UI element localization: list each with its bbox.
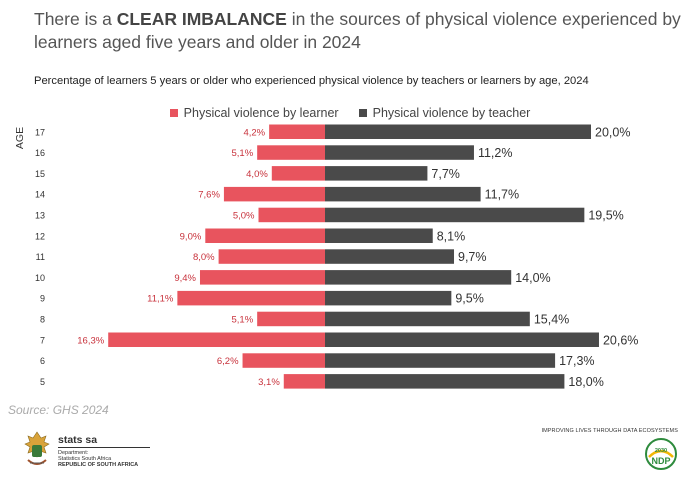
bar-teacher — [325, 270, 512, 285]
bar-teacher — [325, 353, 556, 368]
data-label-learner: 9,0% — [180, 231, 202, 242]
headline-emphasis: CLEAR IMBALANCE — [116, 9, 287, 29]
bar-teacher — [325, 145, 474, 160]
y-tick-label: 11 — [36, 252, 45, 262]
y-tick-label: 15 — [35, 169, 45, 179]
legend-label-learner: Physical violence by learner — [183, 106, 339, 120]
legend-item-teacher: Physical violence by teacher — [358, 105, 531, 121]
chart-plot: AGE 17 4,2% 20,0% 16 5,1% 11,2% 15 4,0% 7,7% 14 7,6… — [14, 124, 638, 389]
bar-teacher — [325, 332, 599, 347]
ndp-text: NDP — [651, 456, 670, 466]
coat-of-arms-icon — [24, 431, 50, 465]
ndp-logo-icon: 2030 NDP — [645, 438, 677, 470]
y-tick-label: 10 — [35, 273, 45, 283]
y-tick-label: 5 — [40, 377, 45, 387]
data-label-teacher: 20,6% — [603, 333, 638, 347]
bar-learner — [108, 332, 326, 347]
data-label-teacher: 7,7% — [431, 167, 460, 181]
data-label-learner: 6,2% — [217, 356, 239, 367]
bar-learner — [257, 311, 325, 327]
data-label-learner: 4,2% — [243, 127, 265, 138]
bar-learner — [258, 207, 325, 223]
y-tick-label: 7 — [40, 335, 45, 345]
data-label-learner: 9,4% — [174, 273, 196, 284]
data-label-teacher: 14,0% — [515, 271, 550, 285]
data-label-learner: 5,1% — [232, 148, 254, 159]
bar-learner — [223, 186, 325, 202]
data-label-teacher: 15,4% — [534, 312, 569, 326]
bar-learner — [269, 124, 325, 139]
data-label-learner: 5,0% — [233, 210, 255, 221]
page-headline: There is a CLEAR IMBALANCE in the source… — [34, 8, 684, 54]
data-label-teacher: 18,0% — [568, 375, 603, 389]
bar-teacher — [325, 166, 428, 181]
y-tick-label: 6 — [40, 356, 45, 366]
data-label-teacher: 11,2% — [478, 146, 513, 160]
data-label-learner: 4,0% — [246, 169, 268, 180]
data-label-teacher: 8,1% — [437, 229, 466, 243]
footer-tagline: IMPROVING LIVES THROUGH DATA ECOSYSTEMS — [541, 428, 678, 434]
data-label-learner: 5,1% — [232, 314, 254, 325]
headline-text-end: in the sources of physical violence expe… — [34, 9, 681, 52]
data-label-teacher: 9,5% — [455, 292, 484, 306]
data-label-teacher: 19,5% — [588, 208, 623, 222]
source-note: Source: GHS 2024 — [8, 403, 109, 417]
data-label-teacher: 9,7% — [458, 250, 487, 264]
chart-title: Percentage of learners 5 years or older … — [34, 75, 589, 87]
data-label-learner: 8,0% — [193, 252, 215, 263]
data-label-teacher: 17,3% — [559, 354, 594, 368]
legend-swatch-teacher — [358, 109, 367, 117]
data-label-learner: 16,3% — [77, 335, 104, 346]
y-tick-label: 9 — [40, 294, 45, 304]
bar-teacher — [325, 228, 433, 243]
legend-swatch-learner — [169, 109, 178, 117]
bar-teacher — [325, 249, 455, 264]
bar-teacher — [325, 311, 530, 327]
y-tick-label: 16 — [35, 148, 45, 158]
logo-republic: REPUBLIC OF SOUTH AFRICA — [58, 462, 139, 468]
data-label-learner: 7,6% — [198, 190, 220, 201]
logo-department-name: Statistics South Africa — [58, 456, 112, 462]
y-tick-label: 13 — [35, 210, 45, 220]
ndp-year-text: 2030 — [655, 448, 667, 454]
headline-text-start: There is a — [34, 9, 117, 29]
bar-learner — [271, 166, 325, 181]
bar-teacher — [325, 207, 585, 223]
logo-department: Department: — [58, 450, 89, 456]
y-tick-label: 8 — [40, 314, 45, 324]
stats-sa-logo: stats sa Department: Statistics South Af… — [22, 430, 162, 472]
bar-teacher — [325, 290, 452, 306]
bar-teacher — [325, 124, 591, 139]
bar-learner — [205, 228, 325, 243]
y-tick-label: 12 — [35, 231, 45, 241]
bar-learner — [283, 374, 325, 389]
bar-teacher — [325, 186, 481, 202]
legend-label-teacher: Physical violence by teacher — [372, 106, 531, 120]
y-tick-label: 17 — [35, 127, 45, 137]
bar-learner — [257, 145, 325, 160]
data-label-teacher: 11,7% — [485, 188, 520, 202]
bar-teacher — [325, 374, 565, 389]
legend-item-learner: Physical violence by learner — [169, 105, 339, 121]
data-label-learner: 11,1% — [147, 294, 174, 305]
logo-name: stats sa — [58, 434, 98, 446]
chart-legend: Physical violence by learner Physical vi… — [0, 105, 700, 121]
bar-learner — [177, 290, 325, 306]
y-axis-title: AGE — [14, 127, 26, 149]
data-label-learner: 3,1% — [258, 377, 280, 388]
data-label-teacher: 20,0% — [595, 125, 630, 139]
logo-divider — [58, 447, 150, 448]
bar-learner — [242, 353, 325, 368]
bar-learner — [218, 249, 325, 264]
y-tick-label: 14 — [35, 190, 45, 200]
bar-learner — [199, 270, 325, 285]
